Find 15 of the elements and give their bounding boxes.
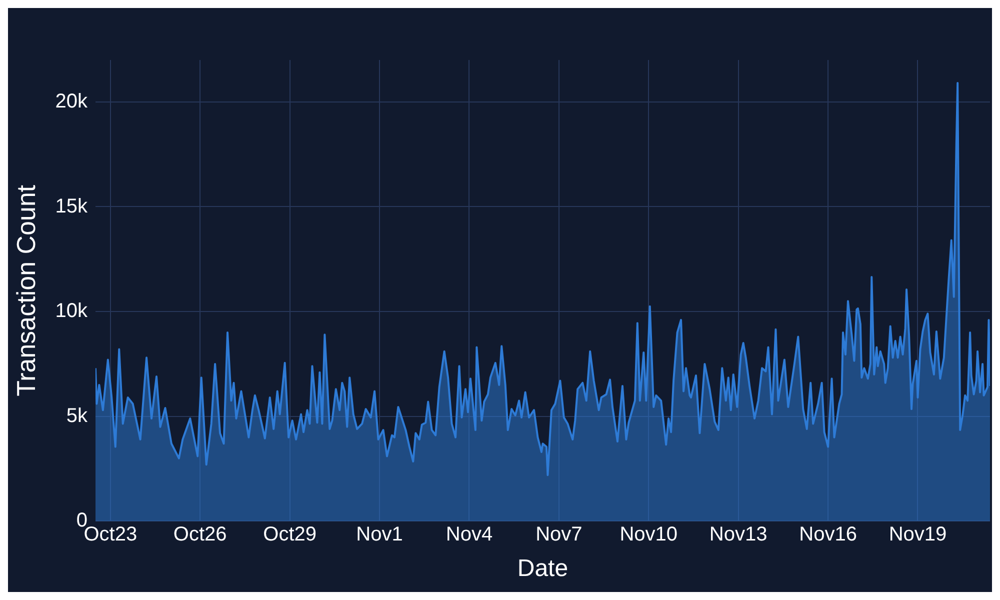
y-axis-title: Transaction Count (10, 184, 41, 396)
x-axis-title: Date (517, 555, 568, 582)
x-tick-label: Nov16 (799, 524, 857, 546)
x-tick-label: Oct29 (263, 524, 316, 546)
x-tick-label: Nov7 (536, 524, 582, 546)
x-tick-label: Nov19 (888, 524, 947, 546)
y-tick-label: 20k (55, 90, 88, 112)
x-tick-label: Nov4 (446, 524, 493, 546)
x-tick-label: Nov1 (356, 524, 403, 546)
y-tick-label: 15k (55, 195, 88, 218)
x-tick-label: Nov10 (620, 524, 678, 546)
y-tick-label: 5k (66, 404, 88, 427)
x-tick-label: Oct26 (173, 524, 227, 546)
x-tick-label: Nov13 (709, 524, 768, 546)
y-tick-label: 10k (55, 300, 88, 322)
